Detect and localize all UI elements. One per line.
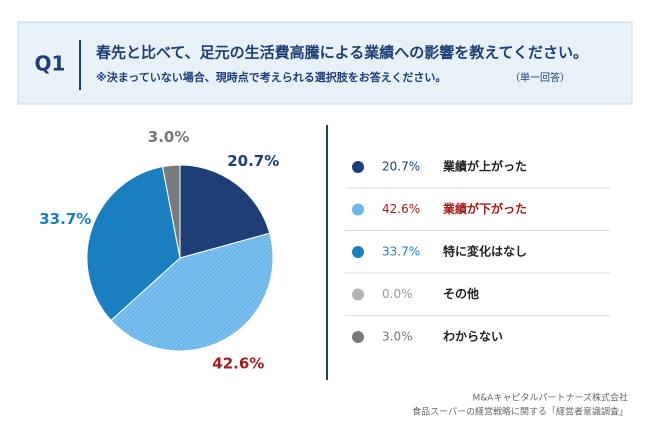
legend-value: 33.7%: [382, 245, 420, 259]
header-title: 春先と比べて、足元の生活費高騰による業績への影響を教えてください。: [96, 44, 588, 62]
legend-value: 3.0%: [382, 330, 413, 344]
legend-dot: [352, 161, 364, 173]
pie-label: 3.0%: [148, 128, 190, 146]
legend-label: その他: [443, 286, 479, 301]
source: 食品スーパーの経営戦略に関する「経営者意識調査」: [412, 406, 628, 418]
header-note: ※決まっていない場合、現時点で考えられる選択肢をお答えください。: [96, 70, 446, 84]
legend-label: わからない: [443, 330, 503, 344]
legend-label: 業績が上がった: [442, 159, 527, 174]
legend-value: 20.7%: [382, 160, 420, 174]
legend-dot: [352, 331, 364, 343]
pie-label: 42.6%: [212, 355, 264, 373]
legend-value: 42.6%: [382, 202, 420, 216]
source: M&Aキャピタルパートナーズ株式会社: [473, 392, 629, 404]
answer-type: （単一回答）: [510, 71, 570, 84]
legend-label: 業績が下がった: [442, 201, 527, 216]
legend-value: 0.0%: [382, 287, 413, 301]
question-number: Q1: [35, 52, 66, 76]
pie-label: 20.7%: [227, 152, 279, 170]
pie-hatch: [111, 233, 274, 351]
legend-dot: [352, 203, 364, 216]
legend-label: 特に変化はなし: [443, 244, 527, 259]
pie-slice: [86, 166, 181, 322]
legend-dot: [352, 246, 364, 258]
header-box: [17, 21, 633, 105]
pie-slice: [161, 164, 181, 259]
legend-dot: [352, 288, 364, 301]
pie-slice: [179, 164, 271, 259]
pie-label: 33.7%: [39, 210, 91, 228]
